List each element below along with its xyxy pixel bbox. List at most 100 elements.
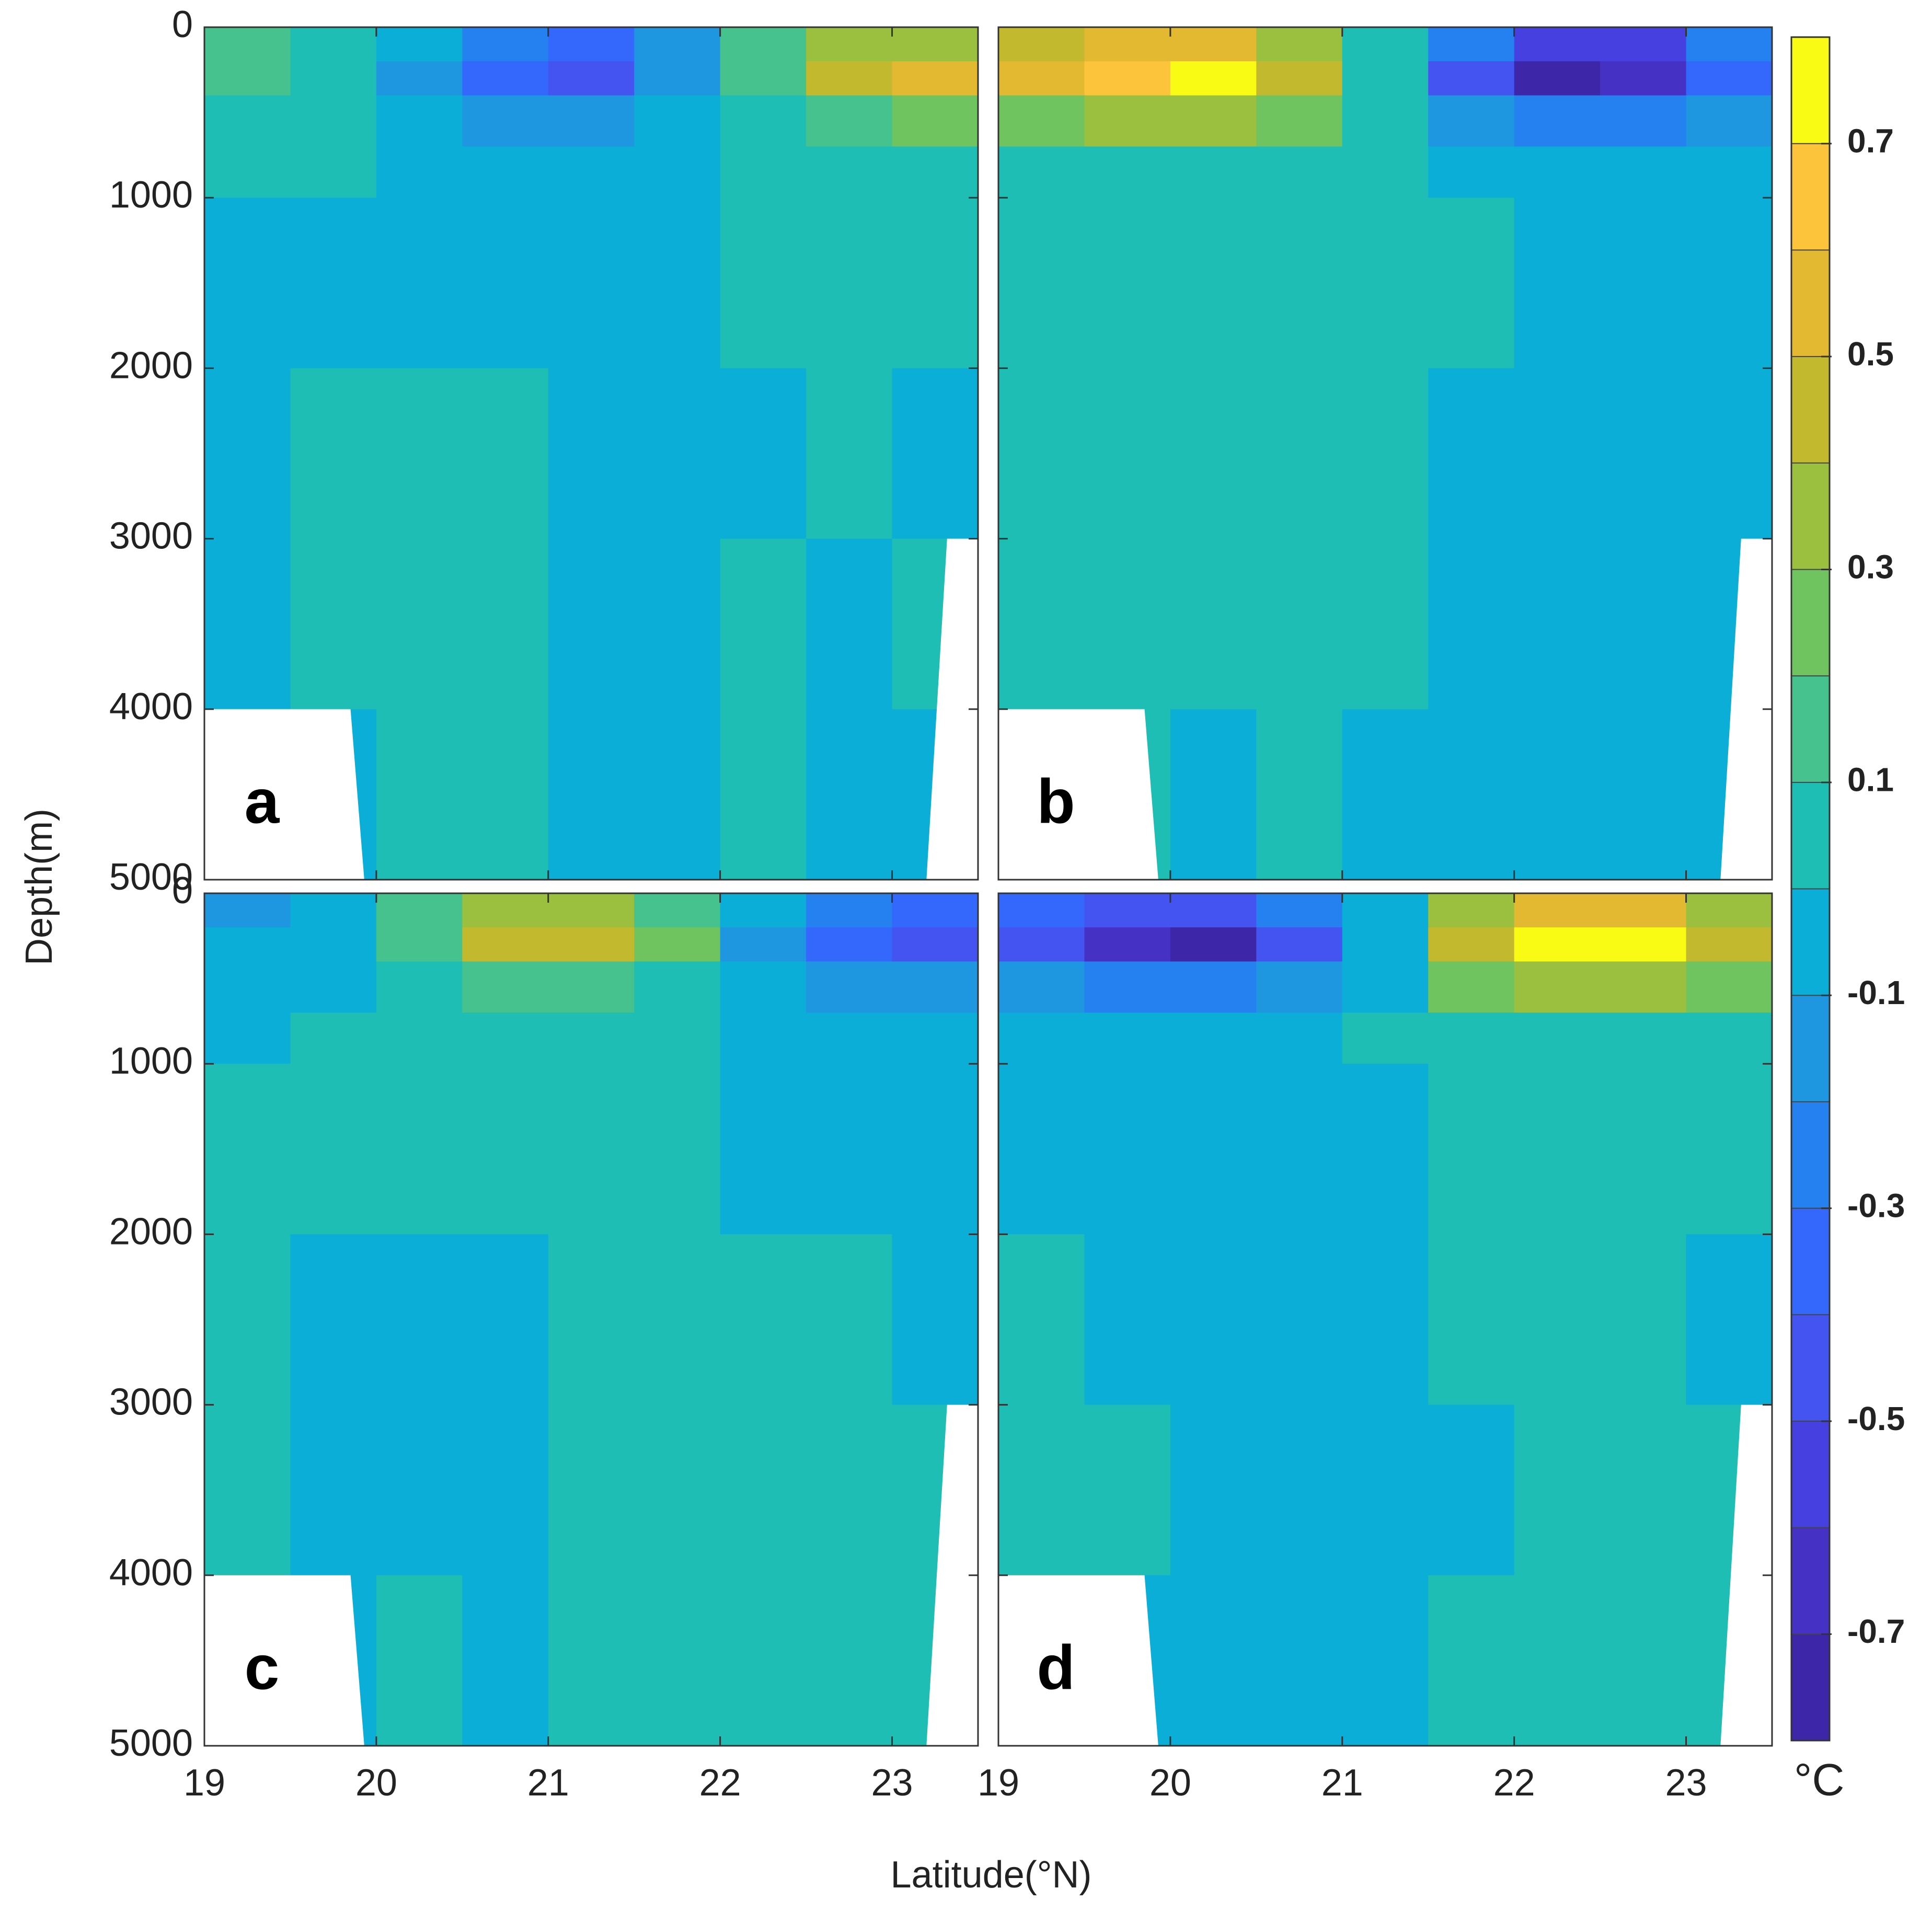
contour-cell <box>806 1575 893 1746</box>
contour-cell <box>1170 61 1257 96</box>
contour-cell <box>806 1012 893 1064</box>
contour-cell <box>892 927 979 962</box>
contour-cell <box>1084 146 1171 198</box>
contour-cell <box>1514 1064 1601 1235</box>
contour-cell <box>1342 95 1429 147</box>
contour-cell <box>806 1404 893 1576</box>
contour-cell <box>720 61 807 96</box>
contour-cell <box>1514 95 1601 147</box>
contour-cell <box>892 961 979 1013</box>
contour-cell <box>720 1064 807 1235</box>
contour-cell <box>1428 61 1515 96</box>
contour-cell <box>634 893 721 928</box>
contour-cell <box>634 1404 721 1576</box>
colorbar-segment <box>1791 1101 1830 1209</box>
contour-cell <box>634 61 721 96</box>
contour-cell <box>720 927 807 962</box>
contour-cell <box>1686 1064 1773 1235</box>
x-tick-label: 21 <box>1321 1762 1363 1804</box>
colorbar-tick-label: -0.3 <box>1847 1187 1905 1224</box>
contour-cell <box>376 893 463 928</box>
contour-cell <box>204 538 291 710</box>
contour-cell <box>892 198 979 369</box>
contour-cell <box>1342 1575 1429 1746</box>
contour-cell <box>1256 95 1343 147</box>
contour-cell <box>1428 538 1515 710</box>
contour-cell <box>290 927 377 962</box>
x-tick-label: 23 <box>1665 1762 1707 1804</box>
contour-cell <box>1686 95 1773 147</box>
contour-cell <box>720 893 807 928</box>
contour-cell <box>998 368 1085 539</box>
contour-cell <box>1170 893 1257 928</box>
topography <box>926 538 978 880</box>
contour-cell <box>376 538 463 710</box>
contour-cell <box>1256 927 1343 962</box>
x-tick-label: 19 <box>183 1762 225 1804</box>
contour-cell <box>290 27 377 62</box>
contour-cell <box>1256 893 1343 928</box>
topography <box>926 1404 978 1746</box>
contour-cell <box>1600 1575 1687 1746</box>
topography <box>998 1575 1158 1746</box>
contour-cell <box>1514 961 1601 1013</box>
contour-cell <box>806 198 893 369</box>
contour-cell <box>1256 1012 1343 1064</box>
contour-cell <box>1600 146 1687 198</box>
contour-cell <box>290 1012 377 1064</box>
axes-frame <box>203 892 979 1747</box>
colorbar-tick-label: 0.5 <box>1847 335 1894 373</box>
contour-cell <box>290 368 377 539</box>
contour-cell <box>376 27 463 62</box>
contour-cell <box>204 146 291 198</box>
contour-cell <box>548 27 635 62</box>
contour-cell <box>634 95 721 147</box>
colorbar-segment <box>1791 1315 1830 1422</box>
contour-cell <box>1514 27 1601 62</box>
contour-cell <box>1170 538 1257 710</box>
contour-cell <box>548 198 635 369</box>
contour-cell <box>1342 1234 1429 1406</box>
contour-cell <box>806 368 893 539</box>
contour-cell <box>892 27 979 62</box>
contour-cell <box>892 368 979 539</box>
contour-cell <box>892 1064 979 1235</box>
contour-cell <box>548 709 635 880</box>
contour-cell <box>1600 961 1687 1013</box>
contour-cell <box>720 95 807 147</box>
contour-cell <box>290 1234 377 1406</box>
contour-cell <box>634 1064 721 1235</box>
contour-cell <box>998 927 1085 962</box>
contour-cell <box>720 368 807 539</box>
contour-cell <box>548 961 635 1013</box>
contour-cell <box>1428 1064 1515 1235</box>
y-tick-label: 5000 <box>109 856 193 898</box>
contour-cell <box>806 893 893 928</box>
contour-cell <box>1256 368 1343 539</box>
contour-cell <box>634 1234 721 1406</box>
contour-cell <box>376 961 463 1013</box>
contour-cell <box>806 27 893 62</box>
contour-cell <box>806 709 893 880</box>
contour-cell <box>376 709 463 880</box>
contour-cell <box>1600 61 1687 96</box>
y-tick-label: 3000 <box>109 515 193 557</box>
contour-cell <box>1256 27 1343 62</box>
contour-cell <box>806 961 893 1013</box>
contour-cell <box>1686 198 1773 369</box>
contour-cell <box>548 1064 635 1235</box>
contour-cell <box>1342 27 1429 62</box>
contour-cell <box>1256 1404 1343 1576</box>
y-tick-label: 0 <box>172 870 193 912</box>
contour-cell <box>998 893 1085 928</box>
colorbar-tick-label: 0.3 <box>1847 548 1894 585</box>
contour-cell <box>1514 709 1601 880</box>
contour-cell <box>1342 709 1429 880</box>
contour-cell <box>204 1064 291 1235</box>
contour-cell <box>720 709 807 880</box>
contour-cell <box>290 961 377 1013</box>
contour-cell <box>1084 1012 1171 1064</box>
contour-cell <box>376 1012 463 1064</box>
contour-cell <box>1170 961 1257 1013</box>
